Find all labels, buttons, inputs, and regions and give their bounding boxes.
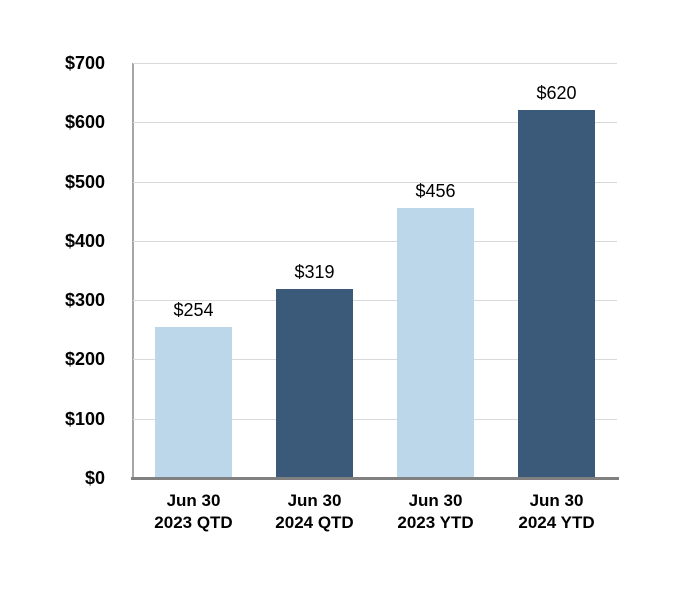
gridline [133, 240, 617, 242]
x-tick-label: Jun 30 2023 YTD [366, 490, 506, 534]
bar-2 [276, 289, 353, 478]
y-tick-label: $400 [64, 230, 105, 251]
x-tick-line: Jun 30 [529, 491, 584, 510]
x-tick-line: 2024 QTD [275, 513, 354, 532]
bar-value-label: $456 [415, 181, 456, 201]
gridline [133, 63, 617, 64]
y-tick-label: $700 [64, 53, 105, 73]
bar-4 [518, 110, 595, 478]
y-tick-label: $200 [64, 349, 105, 370]
bar-1 [155, 327, 232, 478]
x-tick-line: Jun 30 [408, 491, 463, 510]
bar-value-label: $620 [536, 83, 577, 103]
y-tick-label: $600 [64, 112, 105, 133]
x-tick-line: 2023 YTD [397, 513, 474, 532]
x-tick-line: Jun 30 [166, 491, 221, 510]
y-axis-line [132, 63, 134, 478]
x-tick-line: 2023 QTD [154, 513, 233, 532]
x-axis-line [131, 477, 619, 480]
gridline [133, 359, 617, 361]
gridline [133, 418, 617, 420]
plot-area: $254 $319 $456 $620 [133, 63, 617, 478]
gridline [133, 181, 617, 183]
x-tick-line: 2024 YTD [518, 513, 595, 532]
y-tick-label: $0 [84, 468, 105, 488]
y-tick-label: $300 [64, 290, 105, 311]
x-tick-label: Jun 30 2024 QTD [245, 490, 385, 534]
x-tick-label: Jun 30 2023 QTD [124, 490, 264, 534]
bar-3 [397, 208, 474, 478]
bar-value-label: $254 [173, 300, 214, 320]
bar-value-label: $319 [294, 262, 335, 282]
y-tick-label: $100 [64, 408, 105, 429]
x-tick-line: Jun 30 [287, 491, 342, 510]
y-tick-label: $500 [64, 171, 105, 192]
gridline [133, 300, 617, 302]
x-tick-label: Jun 30 2024 YTD [487, 490, 627, 534]
gridline [133, 122, 617, 124]
